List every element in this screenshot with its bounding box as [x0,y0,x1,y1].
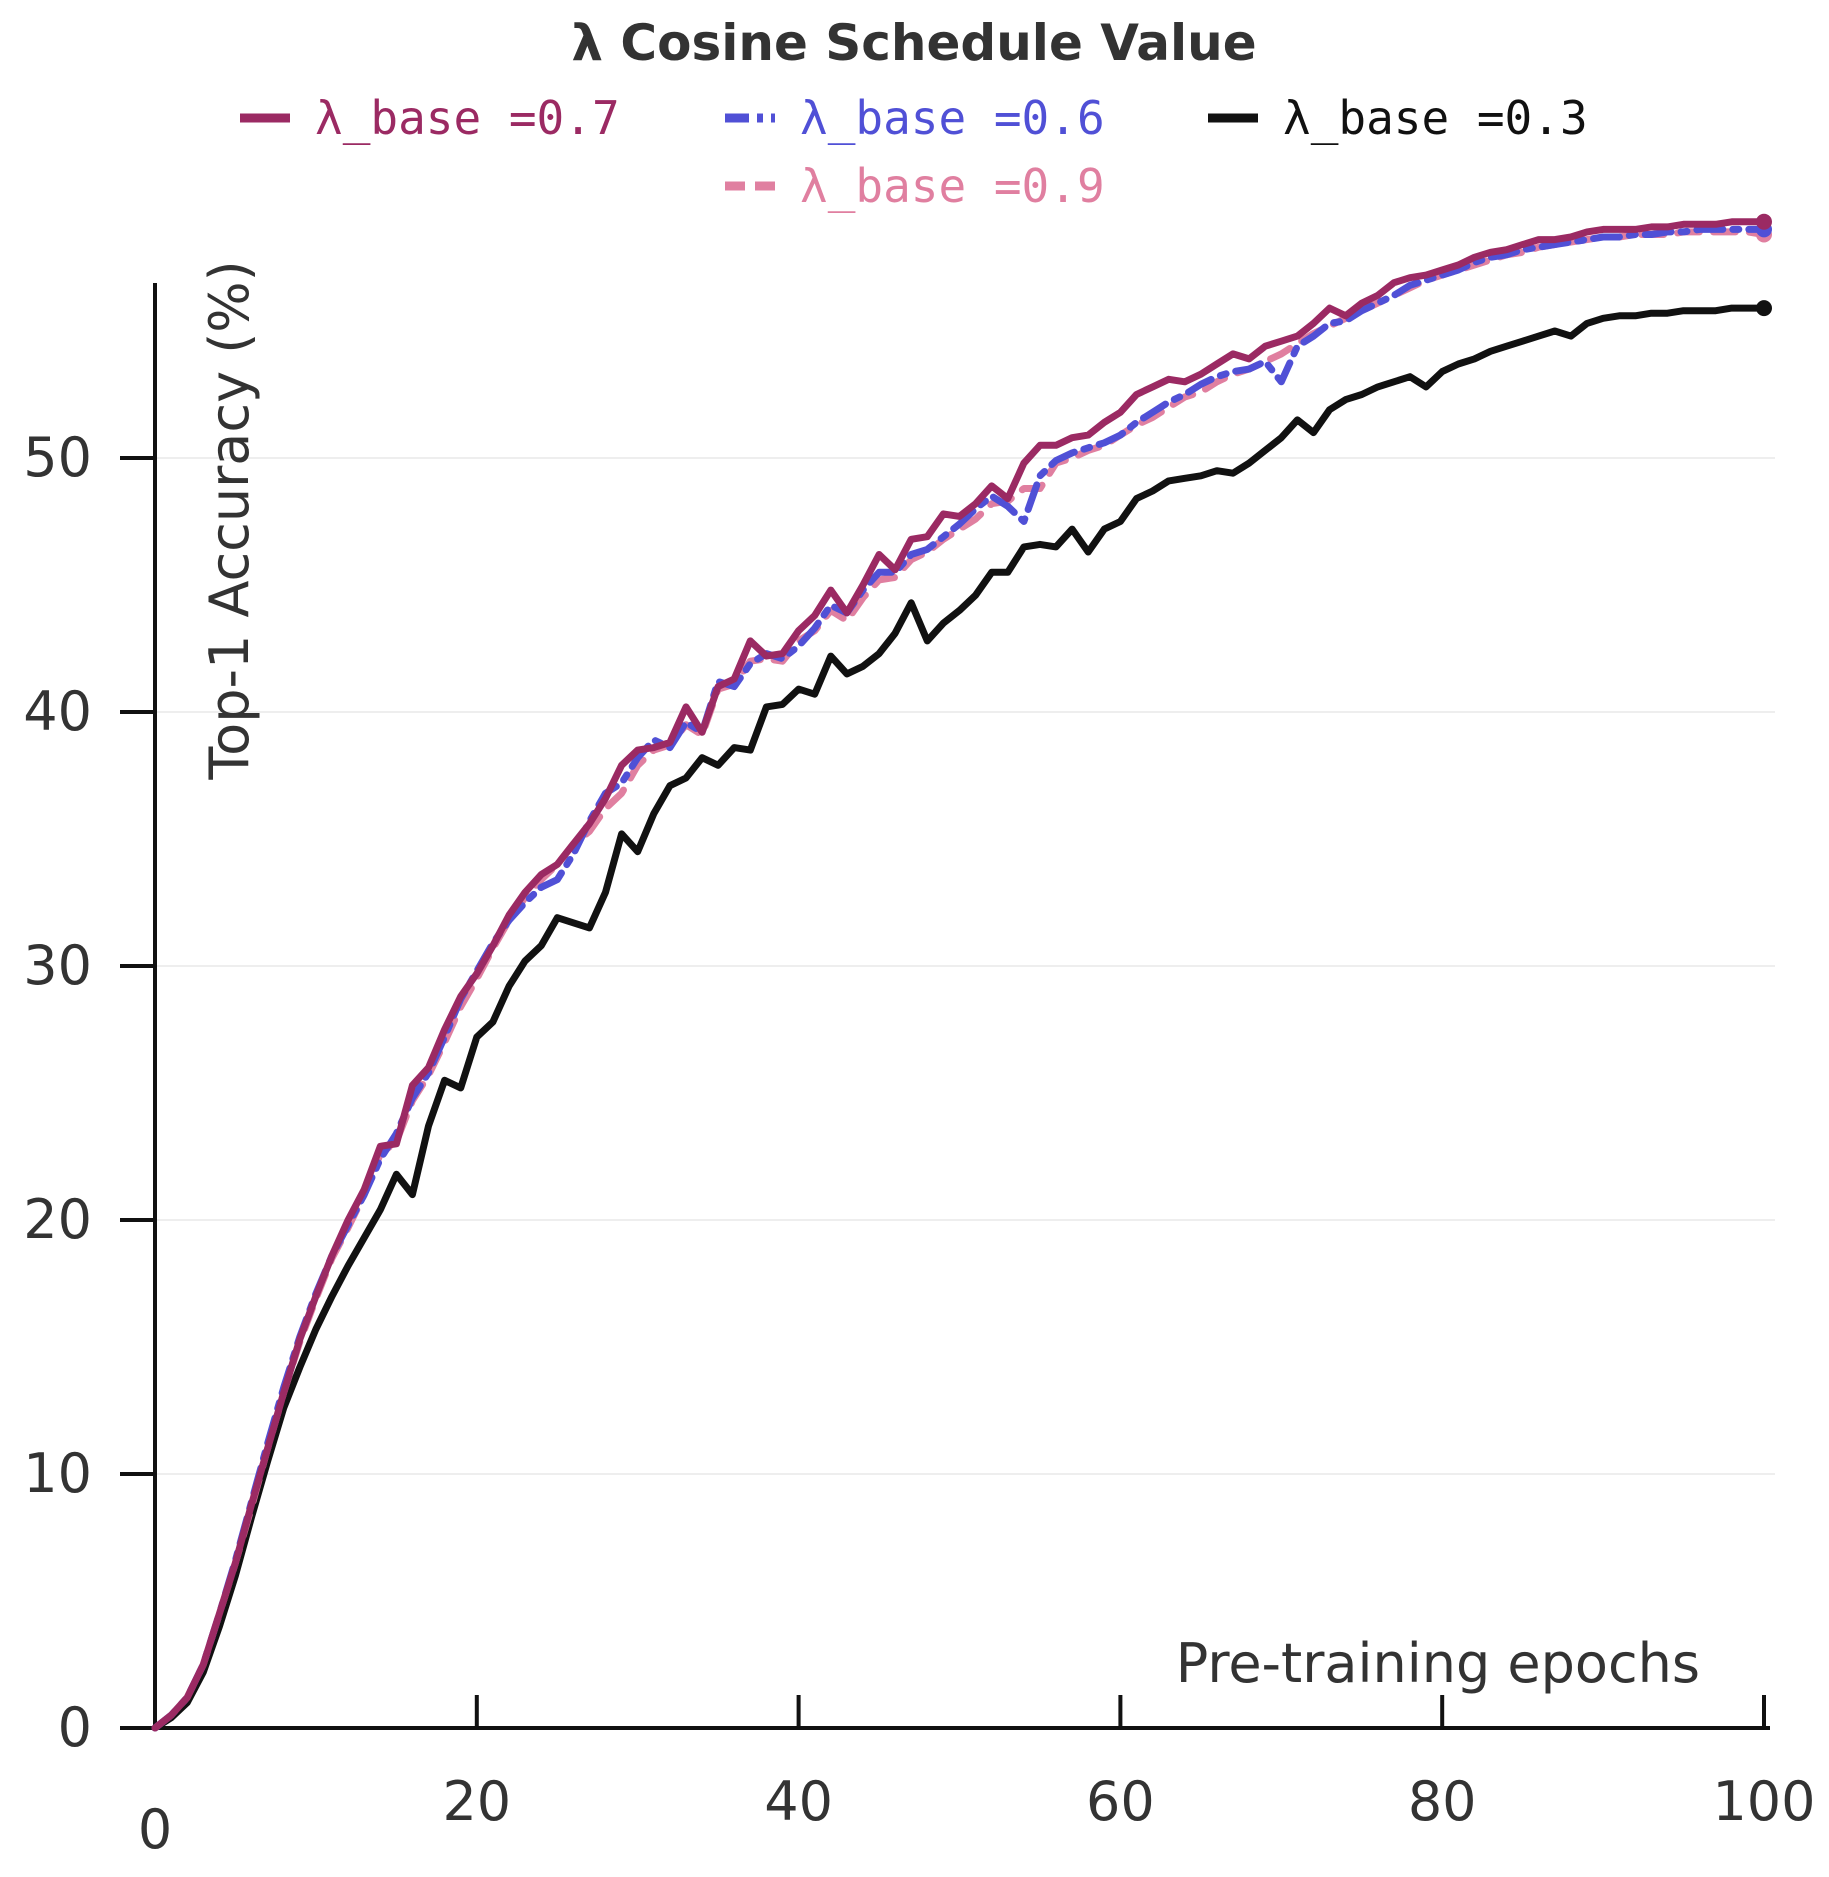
legend-label: λ_base =0.3 [1283,91,1588,145]
legend-label: λ_base =0.6 [800,91,1105,145]
y-tick-label-50: 50 [23,426,92,489]
series-line-2 [151,228,1768,1732]
y-axis-ticks: 0 10 20 30 40 50 [23,426,155,1759]
y-axis-title: Top-1 Accuracy (%) [198,260,261,780]
x-tick-label-60: 60 [1086,1770,1155,1833]
legend-item-3[interactable]: λ_base =0.3 [1208,91,1588,145]
x-tick-label-0: 0 [138,1798,172,1861]
x-axis-ticks: 0 20 40 60 80 100 [138,1695,1816,1861]
series-endpoint-3 [1756,300,1772,317]
legend-label: λ_base =0.7 [315,91,620,145]
y-tick-label-40: 40 [23,680,92,743]
series-line-0 [151,218,1768,1732]
y-tick-label-30: 30 [23,934,92,997]
series-endpoint-0 [1756,213,1772,230]
chart-title: λ Cosine Schedule Value [571,14,1256,72]
x-tick-label-100: 100 [1712,1770,1815,1833]
legend-item-1[interactable]: λ_base =0.6 [725,91,1105,145]
series-layer [151,213,1772,1732]
legend-label: λ_base =0.9 [800,159,1105,213]
x-tick-label-40: 40 [764,1770,833,1833]
legend-item-0[interactable]: λ_base =0.7 [240,91,620,145]
y-tick-label-0: 0 [58,1696,92,1759]
series-line-3 [151,304,1768,1732]
gridlines [155,457,1775,1475]
series-line-1 [151,225,1768,1732]
legend-item-2[interactable]: λ_base =0.9 [725,159,1105,213]
x-tick-label-80: 80 [1408,1770,1477,1833]
x-tick-label-20: 20 [442,1770,511,1833]
y-tick-label-10: 10 [23,1442,92,1505]
y-tick-label-20: 20 [23,1188,92,1251]
x-axis-title: Pre-training epochs [1176,1632,1700,1695]
legend: λ_base =0.7 λ_base =0.6 λ_base =0.3 λ_base … [240,91,1588,213]
